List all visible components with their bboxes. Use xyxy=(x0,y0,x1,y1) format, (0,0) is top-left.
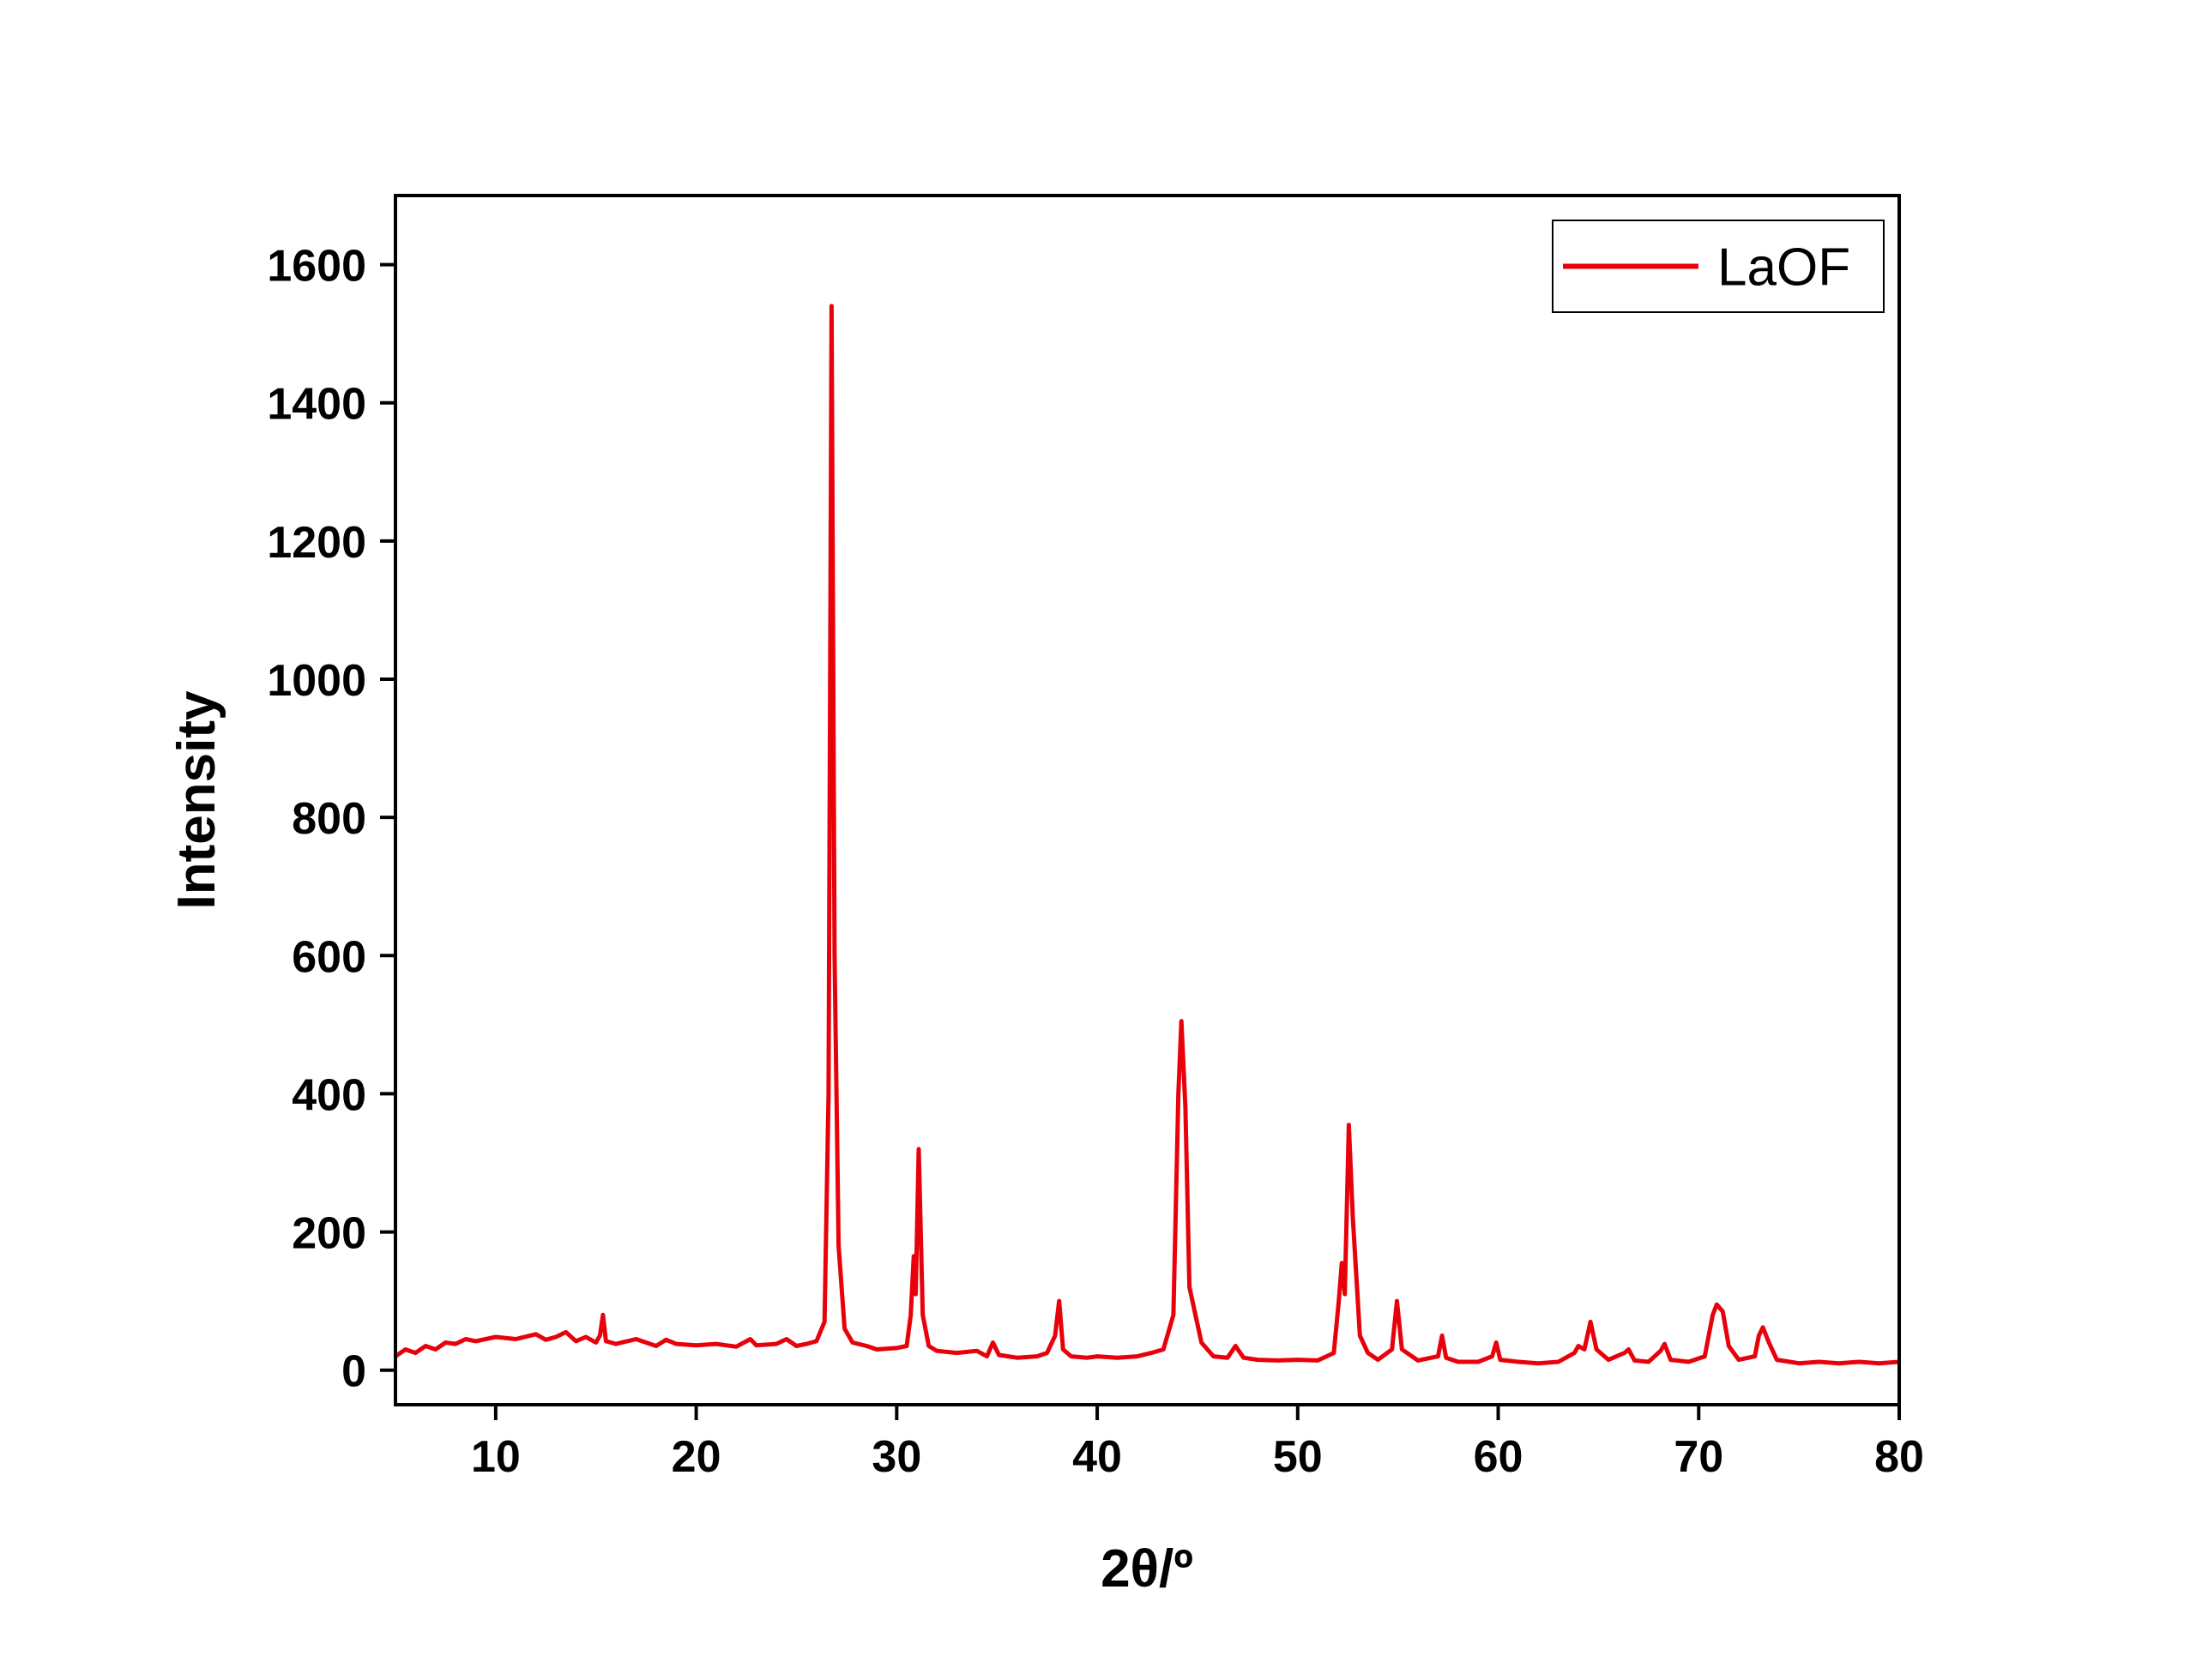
y-axis-label: Intensity xyxy=(167,690,226,909)
y-tick-label: 200 xyxy=(292,1209,366,1259)
x-tick-label: 50 xyxy=(1273,1432,1323,1482)
y-tick-label: 400 xyxy=(292,1070,366,1120)
y-tick-label: 600 xyxy=(292,932,366,982)
y-tick-label: 800 xyxy=(292,794,366,844)
x-tick-label: 60 xyxy=(1474,1432,1523,1482)
x-tick-label: 70 xyxy=(1674,1432,1723,1482)
data-line xyxy=(395,304,1899,1366)
x-tick-label: 80 xyxy=(1874,1432,1924,1482)
legend-label: LaOF xyxy=(1717,238,1850,298)
x-tick-label: 30 xyxy=(872,1432,921,1482)
y-tick-label: 0 xyxy=(341,1347,366,1397)
x-tick-label: 10 xyxy=(471,1432,521,1482)
plot-frame xyxy=(394,194,1901,1406)
y-tick-label: 1400 xyxy=(267,380,366,430)
y-tick-label: 1200 xyxy=(267,518,366,568)
x-tick-label: 20 xyxy=(672,1432,721,1482)
x-axis-label: 2θ/º xyxy=(1101,1539,1193,1599)
x-tick-label: 40 xyxy=(1072,1432,1122,1482)
y-tick-label: 1000 xyxy=(267,656,366,706)
y-tick-label: 1600 xyxy=(267,242,366,292)
